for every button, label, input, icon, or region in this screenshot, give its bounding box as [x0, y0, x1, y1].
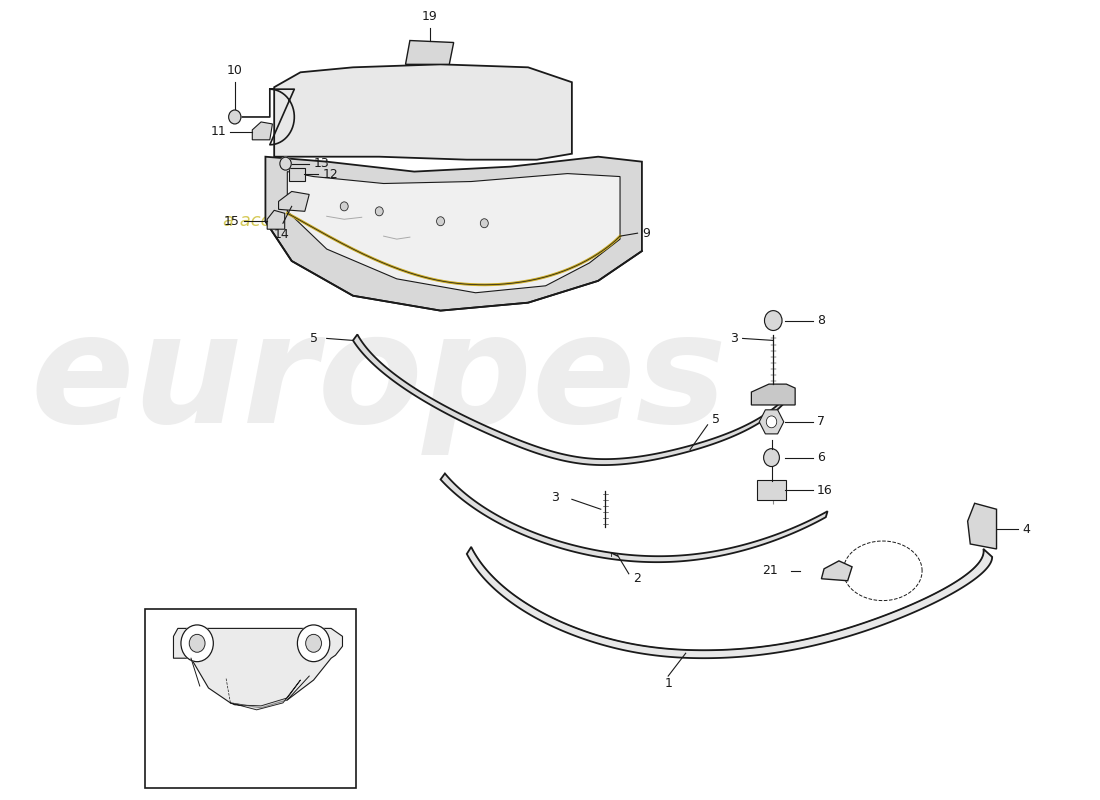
Text: a accessoin parts since 1985: a accessoin parts since 1985: [222, 212, 483, 230]
Polygon shape: [440, 474, 827, 562]
Polygon shape: [353, 334, 792, 465]
Polygon shape: [968, 503, 997, 549]
Circle shape: [279, 157, 292, 170]
Circle shape: [767, 416, 777, 428]
Circle shape: [763, 449, 780, 466]
Polygon shape: [406, 41, 453, 64]
Circle shape: [375, 207, 383, 216]
Text: 12: 12: [322, 167, 338, 181]
Polygon shape: [759, 410, 784, 434]
Circle shape: [481, 218, 488, 228]
Text: 19: 19: [422, 10, 438, 22]
Polygon shape: [751, 384, 795, 405]
FancyBboxPatch shape: [144, 609, 355, 788]
Text: 6: 6: [817, 451, 825, 464]
Text: 11: 11: [210, 126, 225, 138]
Polygon shape: [265, 157, 642, 310]
Text: europes: europes: [31, 306, 727, 454]
Text: 3: 3: [730, 332, 738, 345]
Circle shape: [437, 217, 444, 226]
Polygon shape: [274, 64, 572, 160]
Text: 14: 14: [273, 228, 289, 242]
Circle shape: [180, 625, 213, 662]
Polygon shape: [287, 171, 620, 293]
Circle shape: [297, 625, 330, 662]
Polygon shape: [278, 191, 309, 211]
Polygon shape: [252, 122, 273, 140]
Text: 10: 10: [227, 64, 243, 78]
Text: 3: 3: [551, 491, 559, 504]
Text: 4: 4: [1023, 522, 1031, 535]
Text: 21: 21: [762, 564, 778, 578]
Text: 16: 16: [817, 484, 833, 497]
Text: 15: 15: [223, 214, 239, 228]
Text: 9: 9: [642, 226, 650, 240]
Text: 2: 2: [634, 572, 641, 586]
Text: 5: 5: [712, 414, 720, 426]
Circle shape: [340, 202, 349, 211]
Circle shape: [306, 634, 321, 652]
Text: 5: 5: [310, 332, 318, 345]
FancyBboxPatch shape: [758, 481, 785, 500]
FancyBboxPatch shape: [289, 168, 305, 181]
Polygon shape: [267, 210, 285, 229]
Text: 1: 1: [664, 677, 672, 690]
Text: 8: 8: [817, 314, 825, 327]
Polygon shape: [230, 680, 300, 710]
Polygon shape: [822, 561, 853, 581]
Circle shape: [229, 110, 241, 124]
Polygon shape: [174, 629, 342, 708]
Text: 13: 13: [314, 157, 329, 170]
Circle shape: [764, 310, 782, 330]
Polygon shape: [466, 547, 992, 658]
Text: 7: 7: [817, 415, 825, 428]
Circle shape: [189, 634, 205, 652]
